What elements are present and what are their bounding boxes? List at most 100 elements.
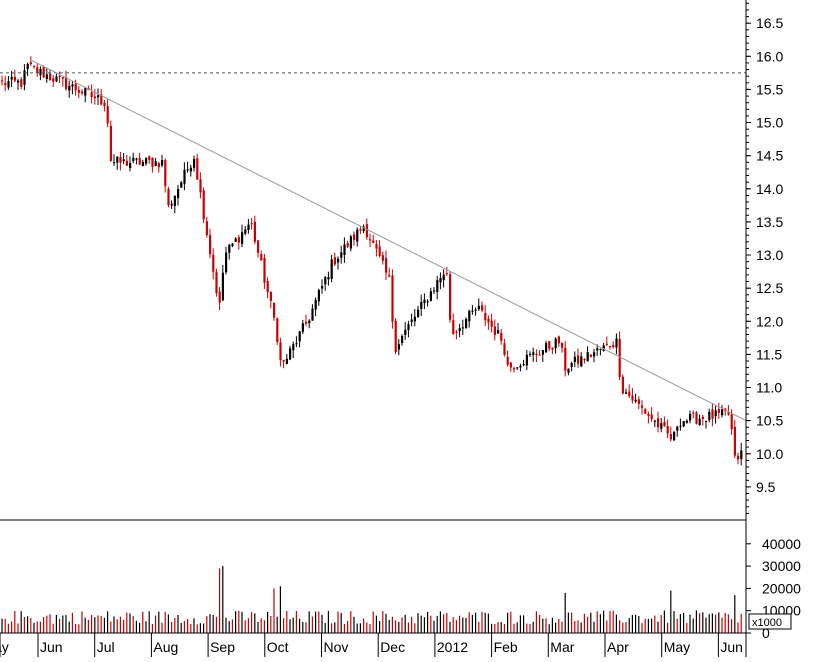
candle-body <box>401 336 404 343</box>
candle-body <box>29 62 32 65</box>
candle-body <box>388 275 391 277</box>
candle-body <box>205 221 208 236</box>
candle-body <box>327 277 330 280</box>
candle-body <box>250 223 253 225</box>
price-tick-label: 10.0 <box>756 446 783 462</box>
candle-body <box>321 286 324 289</box>
candle-body <box>557 336 560 344</box>
candle-body <box>730 414 733 430</box>
candle-body <box>605 343 608 345</box>
candle-body <box>199 179 202 193</box>
candle-body <box>644 409 647 414</box>
candle-body <box>503 343 506 355</box>
volume-tick-label: 20000 <box>762 580 801 596</box>
downtrend-line <box>29 59 747 422</box>
price-tick-label: 15.0 <box>756 115 783 131</box>
candle-body <box>692 412 695 414</box>
month-tick-label: Jun <box>40 639 63 655</box>
candle-body <box>228 244 231 253</box>
candle-body <box>209 235 212 255</box>
candle-body <box>721 409 724 416</box>
candle-body <box>324 277 327 285</box>
candle-body <box>365 224 368 238</box>
candle-body <box>468 310 471 322</box>
candle-body <box>308 320 311 324</box>
candle-body <box>663 421 666 427</box>
candle-body <box>154 161 157 166</box>
candle-body <box>455 331 458 333</box>
candle-body <box>522 364 525 366</box>
candle-body <box>570 363 573 367</box>
candle-body <box>372 240 375 243</box>
candle-body <box>580 356 583 367</box>
candle-body <box>247 224 250 230</box>
candle-body <box>449 274 452 320</box>
candle-body <box>711 409 714 419</box>
candle-body <box>161 160 164 166</box>
candle-body <box>340 252 343 258</box>
candle-body <box>493 326 496 335</box>
candle-body <box>433 290 436 292</box>
candle-body <box>666 426 669 434</box>
candle-body <box>10 76 13 80</box>
candle-body <box>509 362 512 368</box>
price-tick-label: 12.0 <box>756 313 783 329</box>
candle-body <box>362 226 365 232</box>
candle-body <box>93 96 96 99</box>
candle-body <box>122 159 125 162</box>
candle-body <box>61 77 64 79</box>
candle-body <box>375 244 378 249</box>
candle-body <box>42 66 45 78</box>
candle-body <box>359 229 362 231</box>
price-tick-label: 11.5 <box>756 346 782 362</box>
candle-body <box>481 305 484 311</box>
candle-body <box>548 341 551 349</box>
month-tick-label: Jun <box>720 639 743 655</box>
candle-body <box>657 418 660 428</box>
candle-body <box>551 347 554 350</box>
candle-body <box>221 272 224 301</box>
candle-body <box>132 157 135 162</box>
candle-body <box>577 355 580 364</box>
candle-body <box>65 77 68 89</box>
candle-body <box>490 320 493 327</box>
candle-body <box>420 301 423 309</box>
candle-body <box>81 91 84 94</box>
candle-body <box>13 76 16 81</box>
candle-body <box>244 229 247 234</box>
candle-body <box>487 318 490 323</box>
candle-body <box>36 67 39 73</box>
candle-body <box>727 412 730 415</box>
month-tick-label: May <box>664 639 690 655</box>
candle-body <box>404 329 407 335</box>
candle-body <box>292 344 295 351</box>
candle-body <box>413 316 416 322</box>
candle-body <box>506 356 509 365</box>
candle-body <box>532 352 535 355</box>
candle-body <box>561 342 564 348</box>
price-tick-label: 13.5 <box>756 214 783 230</box>
candle-body <box>225 252 228 273</box>
candle-body <box>554 338 557 349</box>
axes: 16.5 16.0 15.5 15.0 14.5 14.0 13.5 13.0 12.5 12.0… <box>0 0 801 657</box>
candle-body <box>330 259 333 279</box>
candle-body <box>631 395 634 401</box>
candle-body <box>257 240 260 253</box>
candle-body <box>106 106 109 124</box>
candle-body <box>26 64 29 70</box>
candle-body <box>378 246 381 256</box>
volume-unit-box <box>748 613 792 630</box>
candle-body <box>461 327 464 329</box>
candle-body <box>273 302 276 318</box>
candle-body <box>516 367 519 369</box>
candle-body <box>285 358 288 364</box>
candle-body <box>346 243 349 247</box>
candle-body <box>573 356 576 362</box>
candle-body <box>4 83 7 86</box>
candle-body <box>97 95 100 98</box>
candle-body <box>660 423 663 429</box>
candle-body <box>231 243 234 246</box>
month-tick-label: Nov <box>324 639 349 655</box>
month-tick-label: 2012 <box>437 639 468 655</box>
candle-body <box>45 74 48 79</box>
